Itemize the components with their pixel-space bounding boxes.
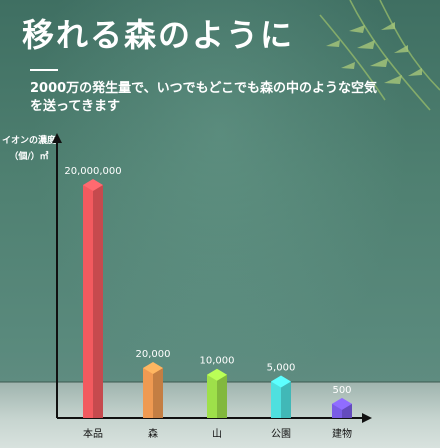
- bar-4-top: [332, 397, 352, 410]
- title-underline: [30, 69, 58, 71]
- y-axis-label-line-1: イオンの濃度: [2, 136, 57, 146]
- category-label-4: 建物: [332, 427, 352, 440]
- bar-1-top: [143, 362, 163, 374]
- category-label-3: 公園: [271, 428, 291, 440]
- data-label-1: 20,000: [136, 349, 171, 360]
- bar-3: [271, 381, 281, 418]
- bar-2-right-face: [217, 374, 227, 418]
- category-label-2: 山: [212, 428, 222, 440]
- y-axis-arrow: [52, 133, 62, 143]
- x-axis-arrow: [362, 413, 372, 423]
- leaves-decoration: [319, 0, 440, 111]
- bar-2-top: [207, 368, 227, 381]
- y-axis-label-line-2: （個/）㎥: [9, 152, 49, 162]
- data-label-3: 5,000: [267, 362, 296, 373]
- page-title: 移れる森のように: [22, 16, 295, 54]
- bar-1: [143, 368, 153, 418]
- bar-0-right-face: [93, 185, 103, 418]
- page-subtitle: 2000万の発生量で、いつでもどこでも森の中のような空気を送ってきます: [30, 81, 378, 114]
- data-label-0: 20,000,000: [64, 166, 121, 177]
- data-label-4: 500: [332, 385, 351, 396]
- bar-4-right-face: [342, 403, 352, 418]
- bar-0-top: [83, 179, 103, 191]
- bar-2: [207, 374, 217, 418]
- y-axis-label: イオンの濃度 （個/）㎥: [2, 133, 56, 165]
- data-label-2: 10,000: [200, 356, 235, 367]
- category-label-1: 森: [148, 427, 158, 440]
- bar-3-right-face: [281, 381, 291, 418]
- bar-0: [83, 185, 93, 418]
- bar-3-top: [271, 375, 291, 388]
- category-label-0: 本品: [83, 427, 103, 440]
- bar-1-right-face: [153, 368, 163, 418]
- bar-4: [332, 403, 342, 418]
